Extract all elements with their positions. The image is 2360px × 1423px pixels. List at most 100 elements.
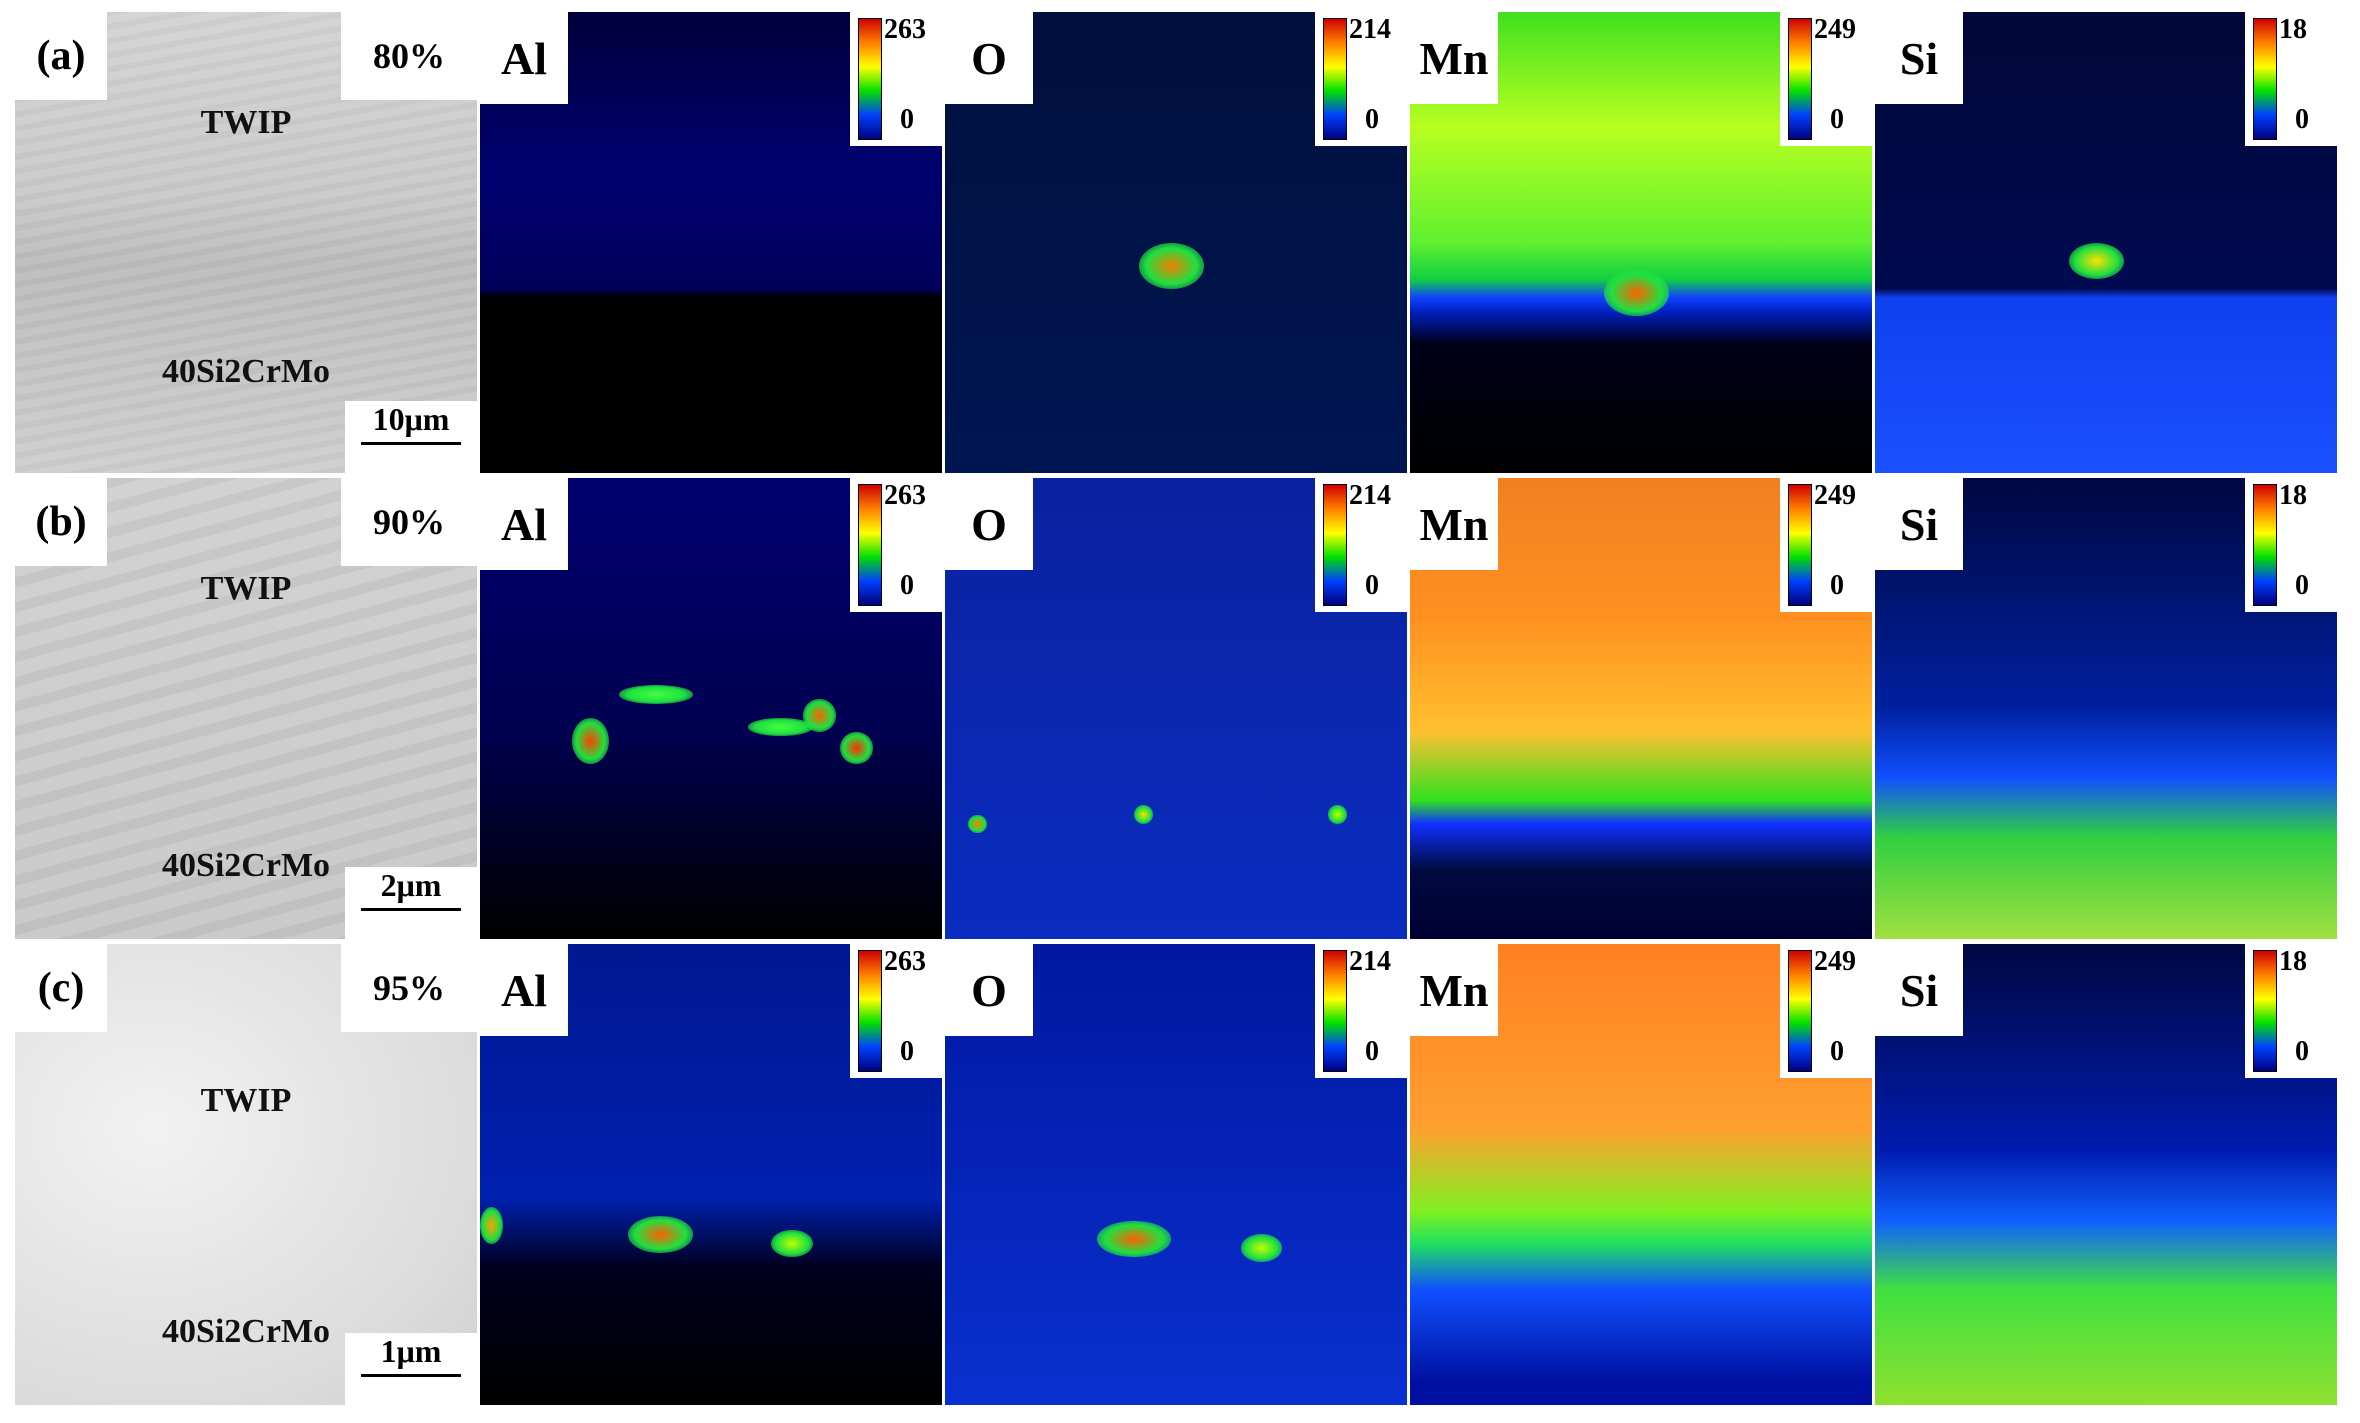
top-material: TWIP: [200, 570, 292, 608]
colorbar: 214 0: [1315, 944, 1407, 1078]
bottom-material: 40Si2CrMo: [161, 353, 331, 391]
colorbar-max: 249: [1814, 14, 1856, 45]
colorbar: 18 0: [2245, 944, 2337, 1078]
colorbar-gradient: [1788, 18, 1812, 140]
colorbar-max: 18: [2279, 946, 2307, 977]
scale-bar: 10μm: [345, 401, 477, 473]
reduction-percent: 95%: [341, 944, 477, 1032]
element-map: Si 18 0: [1875, 12, 2337, 473]
colorbar: 249 0: [1780, 478, 1872, 612]
colorbar: 263 0: [850, 478, 942, 612]
colorbar-max: 214: [1349, 946, 1391, 977]
element-map: O 214 0: [945, 12, 1407, 473]
colorbar-min: 0: [2295, 570, 2309, 601]
element-map: Al 263 0: [480, 12, 942, 473]
colorbar-max: 214: [1349, 14, 1391, 45]
inclusion: [618, 685, 693, 704]
inclusion: [1604, 270, 1669, 317]
colorbar-min: 0: [900, 570, 914, 601]
element-map: Si 18 0: [1875, 478, 2337, 939]
colorbar-gradient: [2253, 18, 2277, 140]
inclusion: [627, 1215, 693, 1253]
inclusion: [572, 717, 610, 764]
colorbar-max: 263: [884, 946, 926, 977]
element-label: Al: [480, 944, 568, 1036]
reduction-percent: 80%: [341, 12, 477, 100]
sem-image: (c) 95% TWIP 40Si2CrMo 1μm: [15, 944, 477, 1405]
colorbar-max: 249: [1814, 480, 1856, 511]
colorbar-max: 249: [1814, 946, 1856, 977]
element-map: Al 263 0: [480, 478, 942, 939]
colorbar: 249 0: [1780, 12, 1872, 146]
colorbar-gradient: [1323, 484, 1347, 606]
colorbar-min: 0: [1830, 104, 1844, 135]
sem-image: (a) 80% TWIP 40Si2CrMo 10μm: [15, 12, 477, 473]
bottom-material: 40Si2CrMo: [161, 1312, 331, 1350]
colorbar-gradient: [2253, 950, 2277, 1072]
element-label: Mn: [1410, 478, 1498, 570]
inclusion: [1328, 805, 1347, 824]
element-label: Al: [480, 478, 568, 570]
colorbar-max: 214: [1349, 480, 1391, 511]
element-label: Mn: [1410, 12, 1498, 104]
scale-label: 1μm: [380, 1333, 442, 1369]
element-label: O: [945, 12, 1033, 104]
colorbar-min: 0: [1830, 570, 1844, 601]
colorbar-min: 0: [1365, 104, 1379, 135]
element-label: Si: [1875, 12, 1963, 104]
colorbar-min: 0: [1365, 570, 1379, 601]
colorbar: 214 0: [1315, 12, 1407, 146]
inclusion: [480, 1206, 504, 1244]
colorbar-max: 263: [884, 480, 926, 511]
inclusion: [1097, 1220, 1172, 1258]
element-map: Mn 249 0: [1410, 12, 1872, 473]
colorbar-gradient: [1323, 18, 1347, 140]
element-label: Si: [1875, 944, 1963, 1036]
colorbar-gradient: [1323, 950, 1347, 1072]
inclusion: [968, 814, 987, 833]
scale-line: [361, 908, 461, 911]
colorbar: 214 0: [1315, 478, 1407, 612]
panel-label: (a): [15, 12, 107, 100]
inclusion: [1139, 242, 1204, 289]
element-map: O 214 0: [945, 944, 1407, 1405]
panel-label: (c): [15, 944, 107, 1032]
colorbar-gradient: [2253, 484, 2277, 606]
inclusion: [2069, 242, 2125, 280]
colorbar-max: 18: [2279, 14, 2307, 45]
element-label: O: [945, 478, 1033, 570]
element-map: Mn 249 0: [1410, 944, 1872, 1405]
element-label: O: [945, 944, 1033, 1036]
colorbar: 263 0: [850, 12, 942, 146]
colorbar-gradient: [858, 950, 882, 1072]
top-material: TWIP: [200, 1082, 292, 1120]
scale-label: 2μm: [380, 867, 442, 903]
top-material: TWIP: [200, 104, 292, 142]
inclusion: [771, 1229, 813, 1258]
element-label: Mn: [1410, 944, 1498, 1036]
sem-image: (b) 90% TWIP 40Si2CrMo 2μm: [15, 478, 477, 939]
element-label: Al: [480, 12, 568, 104]
colorbar-gradient: [1788, 484, 1812, 606]
colorbar-min: 0: [2295, 1036, 2309, 1067]
element-map: Al 263 0: [480, 944, 942, 1405]
colorbar-min: 0: [900, 1036, 914, 1067]
scale-line: [361, 1374, 461, 1377]
element-map: Mn 249 0: [1410, 478, 1872, 939]
scale-label: 10μm: [372, 401, 450, 437]
colorbar-min: 0: [2295, 104, 2309, 135]
colorbar-gradient: [858, 484, 882, 606]
bottom-material: 40Si2CrMo: [161, 846, 331, 884]
panel-label: (b): [15, 478, 107, 566]
inclusion: [1134, 805, 1153, 824]
colorbar-min: 0: [900, 104, 914, 135]
colorbar: 263 0: [850, 944, 942, 1078]
reduction-percent: 90%: [341, 478, 477, 566]
inclusion: [1240, 1234, 1283, 1263]
figure: (a) 80% TWIP 40Si2CrMo 10μm Al 263 0 O 214 0 Mn 249 0…: [15, 12, 2337, 1405]
colorbar-gradient: [1788, 950, 1812, 1072]
colorbar-max: 263: [884, 14, 926, 45]
colorbar: 18 0: [2245, 478, 2337, 612]
element-map: Si 18 0: [1875, 944, 2337, 1405]
